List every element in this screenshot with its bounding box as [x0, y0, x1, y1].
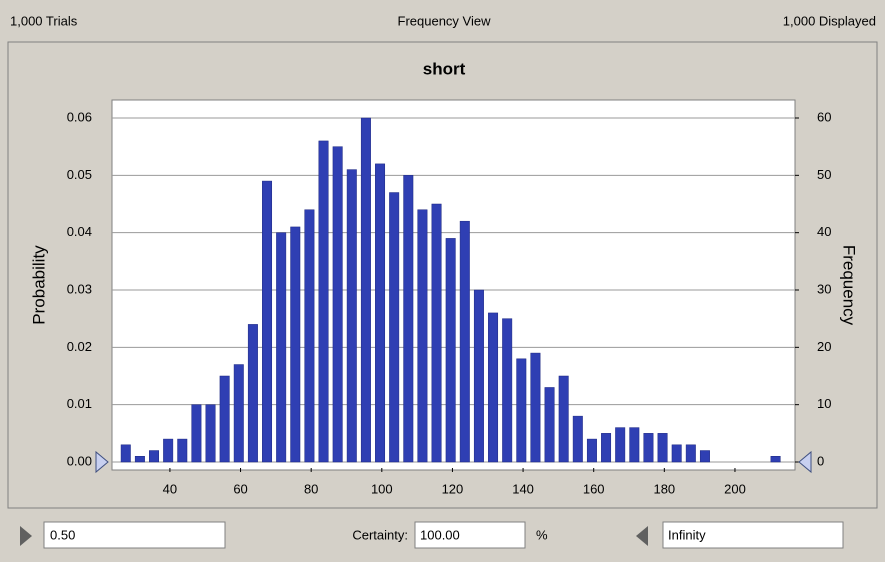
- bar: [516, 358, 527, 463]
- bar: [403, 175, 414, 463]
- bar: [290, 226, 301, 463]
- y-tick-label: 0.01: [67, 396, 92, 411]
- bar: [120, 444, 131, 463]
- bar: [205, 404, 216, 463]
- bar: [431, 203, 442, 463]
- y-axis-label: Probability: [29, 245, 48, 325]
- bar: [643, 433, 654, 463]
- x-tick-label: 180: [653, 481, 675, 496]
- bar: [219, 375, 230, 463]
- y-tick-label: 0.02: [67, 339, 92, 354]
- left-slider[interactable]: [95, 450, 109, 474]
- displayed: 1,000 Displayed: [783, 13, 876, 28]
- bar: [346, 169, 357, 463]
- y2-tick-label: 40: [817, 224, 831, 239]
- bar: [671, 444, 682, 463]
- left-marker: [20, 526, 32, 546]
- bar: [615, 427, 626, 463]
- bar: [134, 456, 145, 463]
- y-tick-label: 0.06: [67, 109, 92, 124]
- x-tick-label: 60: [233, 481, 247, 496]
- bar: [191, 404, 202, 463]
- bar: [163, 438, 174, 463]
- bar: [502, 318, 513, 463]
- bar: [247, 324, 258, 463]
- trials: 1,000 Trials: [10, 13, 78, 28]
- bar: [558, 375, 569, 463]
- bar: [360, 117, 371, 463]
- x-tick-label: 160: [583, 481, 605, 496]
- bar: [586, 438, 597, 463]
- view-name: Frequency View: [398, 13, 492, 28]
- x-tick-label: 120: [442, 481, 464, 496]
- y2-tick-label: 50: [817, 167, 831, 182]
- y-tick-label: 0.03: [67, 281, 92, 296]
- bar: [601, 433, 612, 463]
- bar: [445, 238, 456, 463]
- certainty-input[interactable]: [414, 521, 526, 549]
- certainty-label: Certainty:: [352, 527, 408, 542]
- bar: [177, 438, 188, 463]
- right-slider[interactable]: [798, 450, 812, 474]
- y-tick-label: 0.05: [67, 167, 92, 182]
- y-tick-label: 0.04: [67, 224, 92, 239]
- bar: [304, 209, 315, 463]
- left-input[interactable]: [43, 521, 226, 549]
- left-value: 0.50: [50, 527, 75, 542]
- right-input[interactable]: [662, 521, 844, 549]
- bar: [629, 427, 640, 463]
- y2-tick-label: 60: [817, 109, 831, 124]
- chart-title: short: [423, 59, 466, 78]
- y-tick-label: 0.00: [67, 453, 92, 468]
- bar: [685, 444, 696, 463]
- x-tick-label: 40: [163, 481, 177, 496]
- bar: [473, 289, 484, 463]
- bar: [276, 232, 287, 463]
- y2-tick-label: 30: [817, 281, 831, 296]
- x-tick-label: 140: [512, 481, 534, 496]
- bar: [488, 312, 499, 463]
- bar: [417, 209, 428, 463]
- bar: [699, 450, 710, 463]
- bar: [332, 146, 343, 463]
- bar: [262, 180, 273, 463]
- y2-tick-label: 10: [817, 396, 831, 411]
- right-marker: [636, 526, 648, 546]
- bar: [149, 450, 160, 463]
- x-tick-label: 100: [371, 481, 393, 496]
- bar: [572, 415, 583, 463]
- y2-axis-label: Frequency: [840, 245, 859, 326]
- bar: [459, 220, 470, 463]
- certainty-value: 100.00: [420, 527, 460, 542]
- bar: [233, 364, 244, 463]
- y2-tick-label: 0: [817, 453, 824, 468]
- bar: [544, 387, 555, 463]
- certainty-unit: %: [536, 527, 548, 542]
- bar: [389, 192, 400, 463]
- bar: [375, 163, 386, 463]
- x-tick-label: 80: [304, 481, 318, 496]
- y2-tick-label: 20: [817, 339, 831, 354]
- right-value: Infinity: [668, 527, 706, 542]
- bar: [770, 456, 781, 463]
- bar: [530, 352, 541, 463]
- x-tick-label: 200: [724, 481, 746, 496]
- bar: [318, 140, 329, 463]
- bar: [657, 433, 668, 463]
